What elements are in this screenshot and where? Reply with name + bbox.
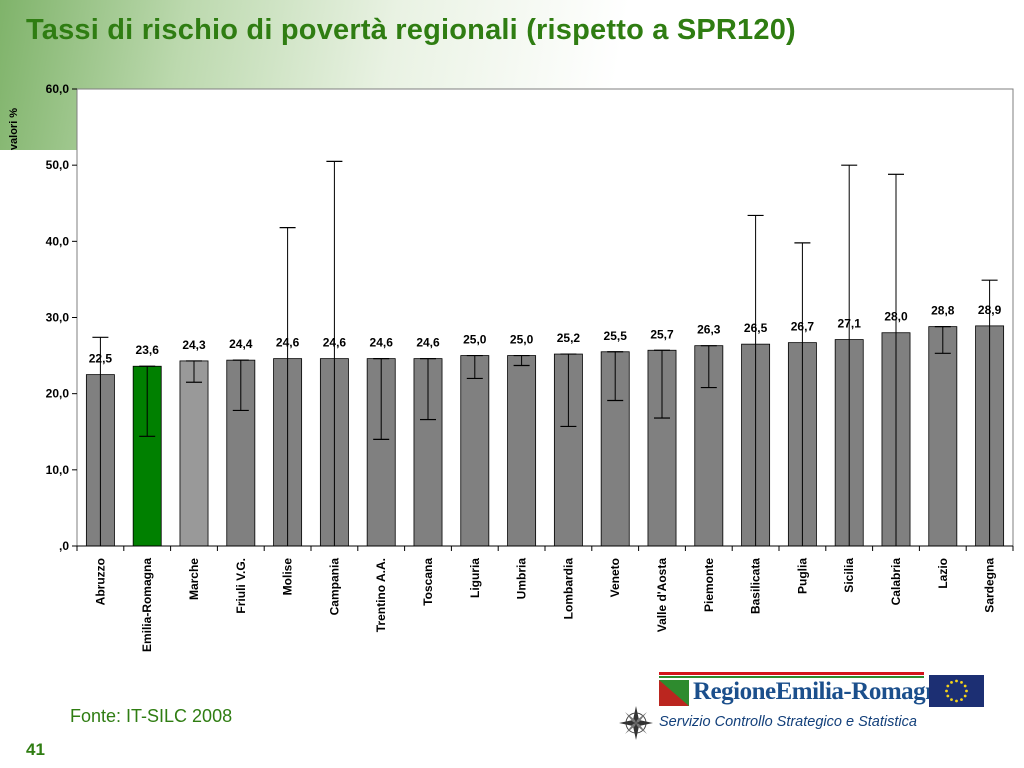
y-tick-label: 50,0 (46, 158, 70, 172)
value-label: 24,3 (182, 338, 206, 352)
eu-star (955, 679, 958, 683)
value-label: 23,6 (136, 343, 160, 357)
y-axis-label: valori % (8, 108, 20, 150)
value-label: 24,4 (229, 337, 253, 351)
category-label: Sicilia (842, 558, 856, 593)
category-label: Lombardia (561, 558, 575, 620)
value-label: 25,0 (510, 333, 534, 347)
eu-star (955, 699, 958, 703)
y-tick-label: 30,0 (46, 311, 70, 325)
value-label: 28,0 (884, 310, 908, 324)
category-label: Umbria (515, 558, 529, 600)
category-label: Puglia (795, 558, 809, 594)
eu-star (963, 694, 967, 698)
eu-star (945, 689, 948, 693)
plot-area (76, 88, 1014, 547)
category-label: Valle d'Aosta (655, 558, 669, 633)
category-label: Calabria (889, 558, 903, 606)
y-tick-label: 60,0 (46, 82, 70, 96)
category-label: Piemonte (702, 558, 716, 612)
slide-title: Tassi di rischio di povertà regionali (r… (26, 14, 796, 46)
eu-star (965, 689, 968, 693)
value-label: 26,3 (697, 323, 721, 337)
category-label: Marche (187, 558, 201, 600)
category-label: Friuli V.G. (234, 558, 248, 614)
category-label: Molise (281, 558, 295, 596)
value-label: 26,5 (744, 321, 768, 335)
compass-rose-icon (619, 706, 653, 740)
page-number: 41 (26, 740, 45, 759)
category-label: Sardegna (983, 558, 997, 613)
bar-marche (179, 360, 209, 547)
category-label: Toscana (421, 558, 435, 606)
y-tick-label: 40,0 (46, 234, 70, 248)
value-label: 25,0 (463, 333, 487, 347)
bar-chart: ,0 10,0 20,0 30,0 40,0 50,0 60,0 valori % 22,5 Ab… (0, 70, 1024, 670)
value-label: 24,6 (416, 336, 440, 350)
category-label: Basilicata (749, 558, 763, 614)
category-label: Trentino A.A. (374, 558, 388, 632)
eu-star (950, 680, 953, 684)
bar-umbria (507, 355, 537, 547)
value-label: 28,9 (978, 303, 1002, 317)
region-logo-text: RegioneEmilia-Romagna (693, 678, 951, 705)
value-label: 28,8 (931, 304, 955, 318)
bar-lazio (928, 326, 958, 547)
category-label: Campania (327, 558, 341, 616)
value-label: 24,6 (370, 336, 394, 350)
value-label: 24,6 (323, 336, 347, 350)
eu-star (963, 684, 967, 688)
category-label: Liguria (468, 558, 482, 598)
eu-flag-icon (929, 675, 984, 707)
value-label: 25,7 (650, 327, 674, 341)
source-note: Fonte: IT-SILC 2008 (70, 706, 233, 726)
category-label: Veneto (608, 558, 622, 597)
y-tick-label: 20,0 (46, 387, 70, 401)
category-label: Abruzzo (93, 558, 107, 605)
value-label: 25,2 (557, 331, 581, 345)
value-label: 25,5 (604, 329, 628, 343)
value-label: 24,6 (276, 336, 300, 350)
bar-liguria (460, 355, 490, 547)
logo-stripes (659, 672, 924, 706)
eu-star (950, 698, 953, 702)
value-label: 26,7 (791, 320, 815, 334)
value-label: 27,1 (838, 317, 862, 331)
category-label: Lazio (936, 558, 950, 589)
y-tick-label: ,0 (59, 539, 69, 553)
category-label: Emilia-Romagna (140, 558, 154, 652)
value-label: 22,5 (89, 352, 113, 366)
service-name: Servizio Controllo Strategico e Statisti… (659, 714, 917, 730)
eu-star (960, 698, 963, 702)
chart-svg: ,0 10,0 20,0 30,0 40,0 50,0 60,0 valori % 22,5 Ab… (8, 82, 1014, 652)
eu-star (960, 680, 963, 684)
eu-star (946, 694, 950, 698)
eu-star (946, 684, 950, 688)
y-tick-label: 10,0 (46, 463, 70, 477)
